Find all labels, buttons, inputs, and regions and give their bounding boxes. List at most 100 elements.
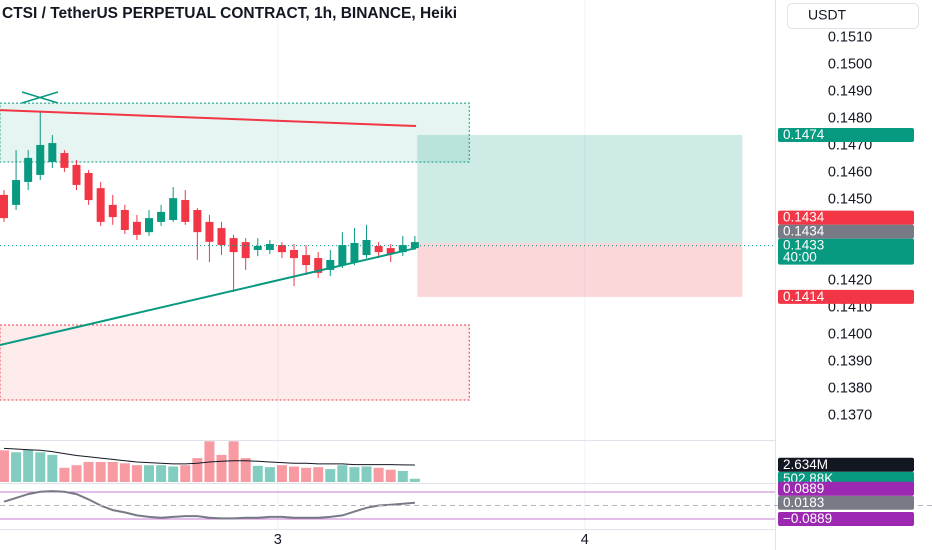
price-tag-label: 0.1433 <box>783 238 824 253</box>
volume-bar <box>83 461 94 482</box>
volume-bar <box>59 467 70 482</box>
price-tag <box>778 224 914 239</box>
candle-body <box>24 157 33 182</box>
price-tag <box>778 127 914 142</box>
currency-button[interactable] <box>787 3 919 29</box>
volume-bar <box>373 467 384 482</box>
marker-stroke <box>21 91 59 104</box>
candle-body <box>181 200 190 222</box>
volume-bar <box>95 461 106 482</box>
volume-bar <box>156 465 167 482</box>
volume-bar <box>180 465 191 482</box>
y-tick-label: 0.1450 <box>828 192 872 208</box>
price-tag <box>778 289 914 304</box>
candle-body <box>84 173 93 201</box>
volume-bar <box>35 452 46 482</box>
candle-body <box>241 242 250 259</box>
price-tag-label: 0.0889 <box>783 481 824 496</box>
candle-body <box>96 188 105 222</box>
price-tag <box>778 210 914 225</box>
volume-bar <box>409 478 420 482</box>
candle-body <box>145 218 154 233</box>
y-tick-label: 0.1370 <box>828 408 872 424</box>
volume-bar <box>301 467 312 482</box>
volume-ma <box>3 447 415 466</box>
plot-area <box>0 0 775 529</box>
candle-body <box>410 242 419 249</box>
volume-bar <box>264 467 275 482</box>
price-tag-label: 0.1474 <box>783 127 825 142</box>
candle-body <box>362 239 371 256</box>
volume-bar <box>276 465 287 482</box>
countdown-label: 40:00 <box>783 250 817 265</box>
candle-body <box>48 143 57 162</box>
volume-bar <box>23 449 34 482</box>
y-tick-label: 0.1460 <box>828 165 872 181</box>
currency-label[interactable]: USDT <box>808 7 847 23</box>
volume-bar <box>313 467 324 482</box>
candle-body <box>265 244 274 250</box>
trend-line <box>0 109 417 128</box>
volume-bar <box>107 461 118 482</box>
volume-bar <box>228 441 239 482</box>
price-tag-label: −0.0889 <box>783 511 832 526</box>
y-tick-label: 0.1490 <box>828 84 872 100</box>
price-tag <box>778 238 914 265</box>
y-tick-label: 0.1420 <box>828 273 872 289</box>
volume-bar <box>192 458 203 482</box>
volume-bar <box>0 450 9 482</box>
candle-body <box>0 194 8 219</box>
target-zone <box>417 134 743 243</box>
volume-bar <box>349 467 360 482</box>
candle-body <box>302 255 311 266</box>
y-tick-label: 0.1480 <box>828 111 872 127</box>
candle-body <box>374 245 383 253</box>
volume-bar <box>240 458 251 482</box>
candle-body <box>36 144 45 175</box>
x-tick-label: 3 <box>274 532 282 548</box>
candle-body <box>169 198 178 220</box>
volume-bar <box>289 466 300 482</box>
candle-body <box>398 245 407 253</box>
price-tag <box>778 495 914 510</box>
zone <box>0 324 470 401</box>
candle-body <box>290 249 299 259</box>
candle-body <box>253 245 262 250</box>
candle-body <box>12 180 21 205</box>
y-tick-label: 0.1500 <box>828 57 872 73</box>
candle-body <box>277 245 286 253</box>
volume-bar <box>397 471 408 482</box>
volume-bar <box>131 465 142 482</box>
candle-body <box>338 245 347 266</box>
volume-bar <box>47 454 58 482</box>
trend-line <box>0 247 417 346</box>
price-tag-label: 0.0183 <box>783 495 824 510</box>
candle-body <box>350 242 359 263</box>
volume-bar <box>11 452 22 482</box>
y-tick-label: 0.1380 <box>828 381 872 397</box>
candle-body <box>326 259 335 270</box>
candle-body <box>193 210 202 233</box>
price-tag-label: 0.1434 <box>783 210 825 225</box>
price-tag-label: 0.1434 <box>783 224 825 239</box>
price-tag <box>778 481 914 496</box>
candle-body <box>120 210 129 230</box>
volume-bar <box>361 466 372 482</box>
y-tick-label: 0.1400 <box>828 327 872 343</box>
candle-body <box>108 204 117 218</box>
price-tag-label: 0.1414 <box>783 289 825 304</box>
candle-body <box>72 164 81 185</box>
volume-bar <box>385 469 396 482</box>
x-tick-label: 4 <box>581 532 589 548</box>
volume-bar <box>216 454 227 482</box>
y-tick-label: 0.1510 <box>828 30 872 46</box>
candle-body <box>217 228 226 246</box>
chart-title: CTSI / TetherUS PERPETUAL CONTRACT, 1h, … <box>2 5 457 22</box>
candle-body <box>386 248 395 255</box>
pivot-marker <box>21 91 59 104</box>
candle-body <box>314 258 323 273</box>
volume-bar <box>337 465 348 482</box>
